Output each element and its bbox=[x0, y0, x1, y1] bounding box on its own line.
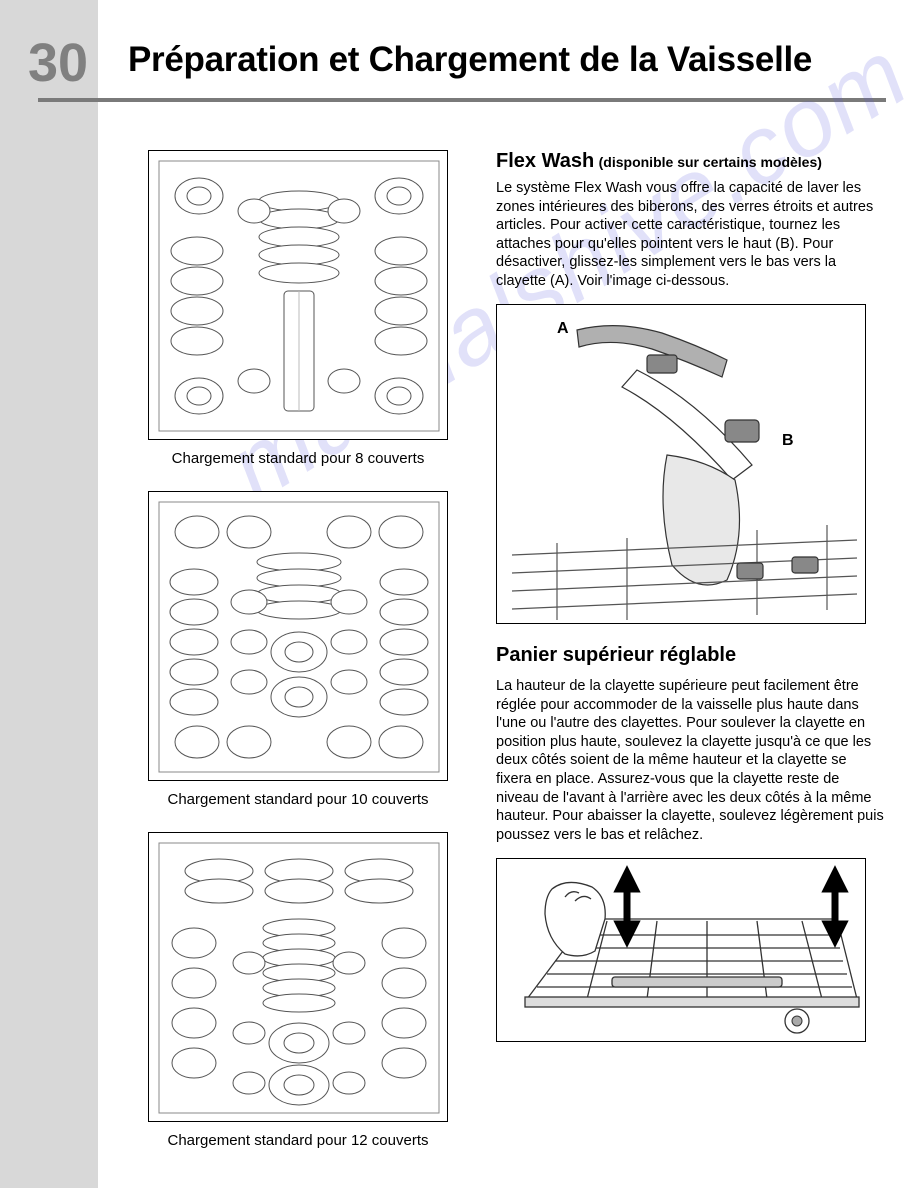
diagram-12-couverts bbox=[148, 832, 448, 1122]
flex-wash-section: Flex Wash (disponible sur certains modèl… bbox=[496, 150, 886, 624]
caption-8: Chargement standard pour 8 couverts bbox=[128, 450, 468, 467]
sidebar-stripe bbox=[0, 0, 98, 1188]
flex-wash-body: Le système Flex Wash vous offre la capac… bbox=[496, 179, 886, 290]
label-a: A bbox=[557, 320, 569, 337]
right-column: Flex Wash (disponible sur certains modèl… bbox=[496, 150, 886, 1173]
panier-heading: Panier supérieur réglable bbox=[496, 644, 886, 667]
left-column: Chargement standard pour 8 couverts bbox=[128, 150, 468, 1173]
page-number: 30 bbox=[28, 32, 88, 94]
caption-10: Chargement standard pour 10 couverts bbox=[128, 791, 468, 808]
panier-body: La hauteur de la clayette supérieure peu… bbox=[496, 677, 886, 844]
panier-diagram bbox=[496, 858, 866, 1042]
caption-12: Chargement standard pour 12 couverts bbox=[128, 1132, 468, 1149]
flex-wash-heading: Flex Wash bbox=[496, 150, 594, 172]
flex-wash-subheading: (disponible sur certains modèles) bbox=[599, 154, 822, 170]
panier-section: Panier supérieur réglable La hauteur de … bbox=[496, 644, 886, 1042]
label-b: B bbox=[782, 432, 794, 449]
diagram-8-couverts bbox=[148, 150, 448, 440]
diagram-10-couverts bbox=[148, 491, 448, 781]
title-rule bbox=[38, 98, 886, 102]
flex-wash-diagram: A B bbox=[496, 304, 866, 624]
page-title: Préparation et Chargement de la Vaissell… bbox=[128, 40, 812, 80]
